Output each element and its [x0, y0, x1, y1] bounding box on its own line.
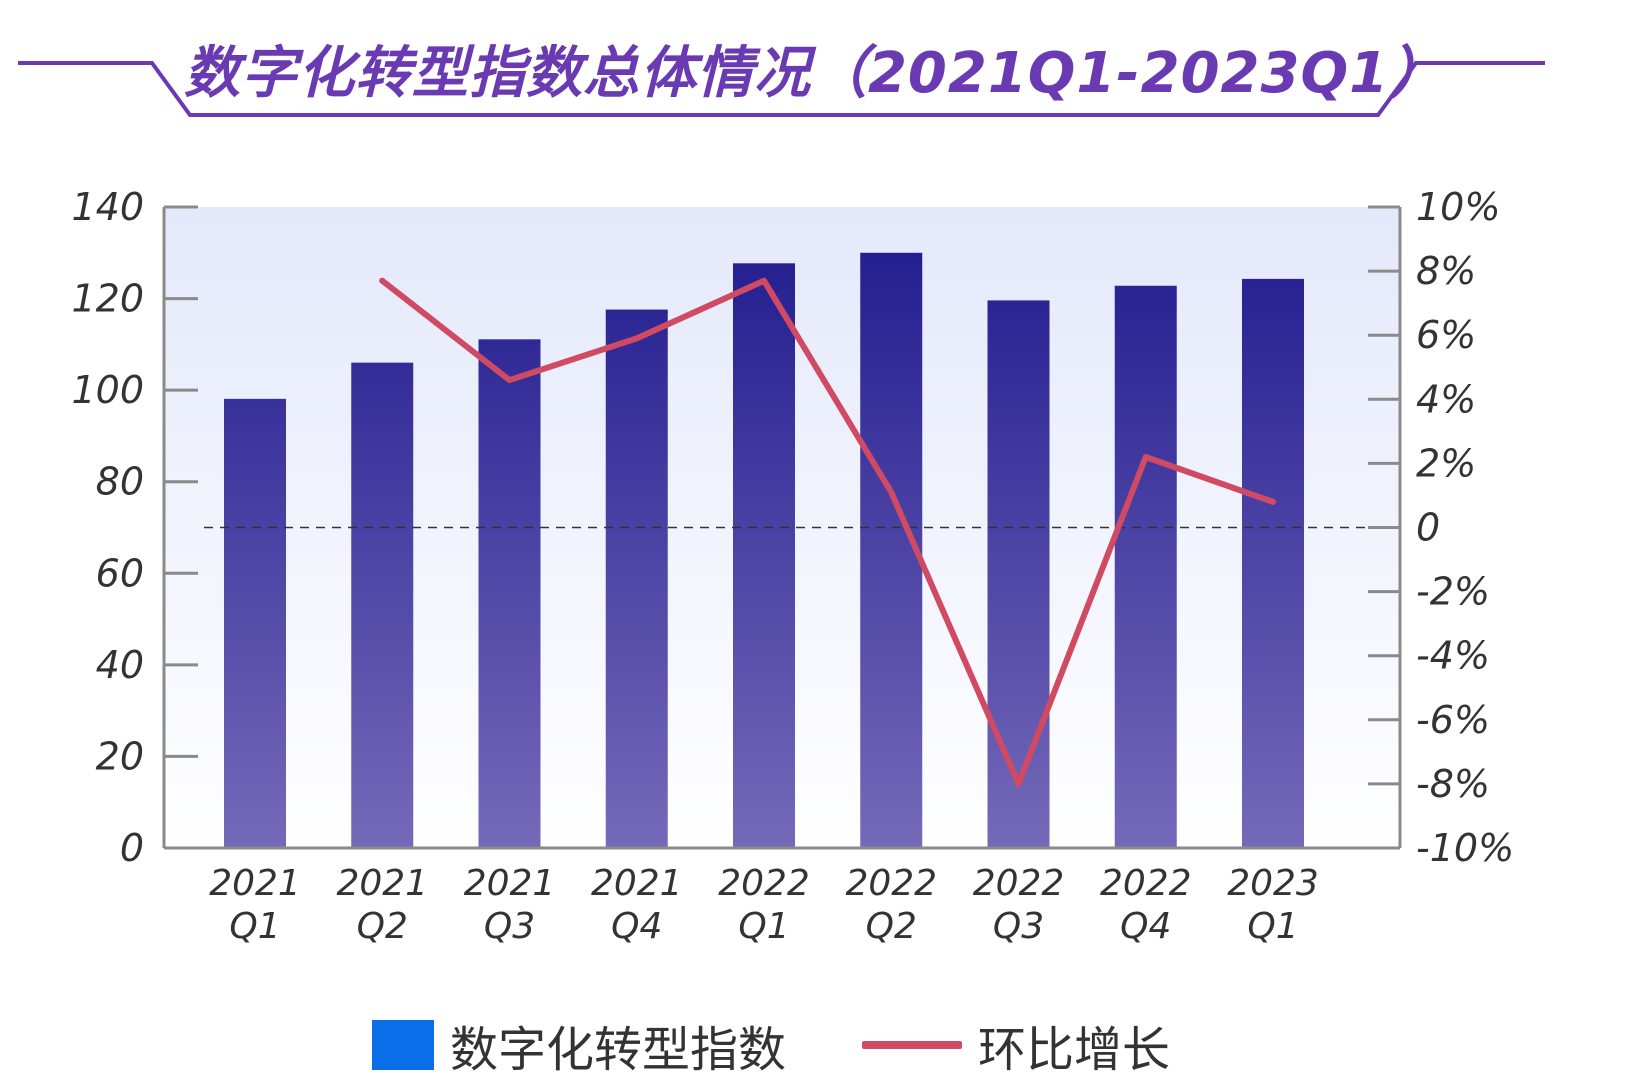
title-frame — [18, 61, 1545, 117]
growth-point-6 — [1015, 780, 1022, 787]
category-label-year-8: 2023 — [1227, 863, 1319, 904]
right-tick-label-6: 2% — [1416, 441, 1476, 485]
right-tick-label-4: -2% — [1416, 570, 1490, 614]
bar-4 — [733, 263, 795, 849]
right-tick-label-3: -4% — [1416, 634, 1490, 678]
left-tick-label-2: 40 — [96, 643, 144, 687]
legend: 数字化转型指数 环比增长 — [0, 1015, 1630, 1085]
bar-8 — [1242, 278, 1304, 849]
bar-3 — [605, 309, 668, 848]
category-label-year-6: 2022 — [973, 863, 1065, 904]
growth-point-4 — [761, 277, 767, 284]
right-tick-label-5: 0 — [1416, 506, 1440, 550]
category-label-quarter-7: Q4 — [1120, 906, 1171, 947]
legend-item-growth: 环比增长 — [862, 1015, 1170, 1078]
left-tick-label-1: 20 — [96, 734, 144, 778]
right-tick-label-7: 4% — [1416, 377, 1476, 421]
left-tick-label-5: 100 — [71, 368, 144, 412]
growth-point-1 — [379, 277, 386, 284]
category-label-year-3: 2021 — [591, 863, 683, 904]
bar-5 — [860, 252, 923, 849]
category-label-year-7: 2022 — [1100, 863, 1192, 904]
bar-7 — [1114, 285, 1177, 848]
bar-6 — [987, 300, 1050, 849]
category-label-year-0: 2021 — [209, 863, 301, 904]
category-label-quarter-4: Q1 — [738, 906, 789, 947]
category-label-year-2: 2021 — [464, 863, 556, 904]
category-label-year-5: 2022 — [845, 863, 937, 904]
legend-item-index: 数字化转型指数 — [372, 1015, 786, 1078]
bar-0 — [224, 398, 286, 848]
growth-point-7 — [1142, 453, 1149, 460]
category-label-quarter-1: Q2 — [357, 906, 408, 947]
right-tick-label-10: 10% — [1416, 185, 1500, 229]
right-tick-label-1: -8% — [1416, 762, 1490, 806]
right-tick-label-9: 8% — [1416, 249, 1476, 293]
left-tick-label-0: 0 — [120, 826, 144, 870]
left-tick-label-7: 140 — [71, 185, 144, 229]
growth-point-5 — [888, 489, 895, 496]
growth-point-2 — [506, 377, 513, 384]
left-tick-label-4: 80 — [96, 460, 144, 504]
legend-label-index: 数字化转型指数 — [450, 1022, 787, 1078]
category-label-quarter-6: Q3 — [993, 906, 1044, 947]
bar-1 — [351, 362, 414, 848]
right-tick-label-0: -10% — [1416, 826, 1514, 870]
category-label-year-4: 2022 — [718, 863, 810, 904]
category-label-quarter-5: Q2 — [866, 906, 917, 947]
growth-line — [379, 277, 1276, 787]
bar-2 — [478, 339, 541, 848]
legend-label-growth: 环比增长 — [978, 1022, 1171, 1078]
legend-swatch-bar — [372, 1020, 434, 1070]
category-label-quarter-2: Q3 — [484, 906, 535, 947]
category-label-year-1: 2021 — [336, 863, 428, 904]
legend-swatch-line — [862, 1041, 962, 1049]
right-tick-label-8: 6% — [1416, 313, 1476, 357]
category-label-quarter-3: Q4 — [611, 906, 662, 947]
category-label-quarter-8: Q1 — [1247, 906, 1298, 947]
left-tick-label-3: 60 — [96, 551, 144, 595]
growth-point-3 — [633, 335, 640, 342]
chart-title: 数字化转型指数总体情况（2021Q1-2023Q1） — [183, 41, 1447, 106]
category-label-quarter-0: Q1 — [229, 906, 280, 947]
growth-point-8 — [1270, 498, 1276, 505]
right-tick-label-2: -6% — [1416, 698, 1490, 742]
chart-area: 0 20 40 60 80 100 120 140 -10% -8% -6% -4% -2% 0 2% 4% 6… — [71, 185, 1514, 947]
left-tick-label-6: 120 — [71, 277, 144, 321]
